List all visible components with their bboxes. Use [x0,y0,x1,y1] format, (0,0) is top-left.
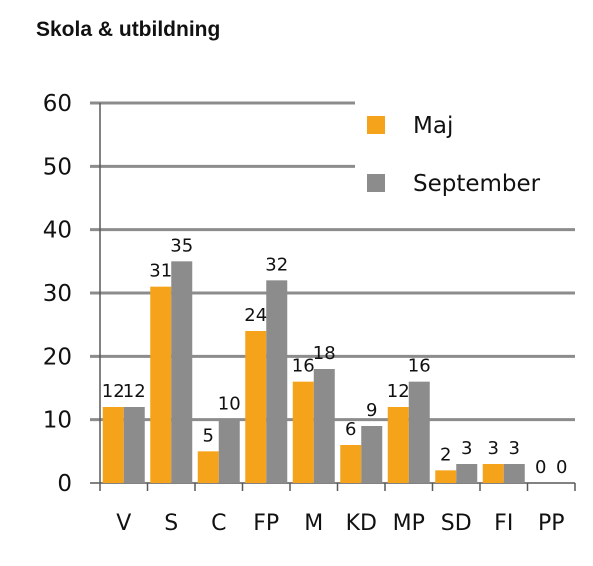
bar-september [171,261,193,483]
legend-label: September [413,171,541,197]
x-category-label: MP [393,511,425,536]
data-label: 16 [408,356,431,377]
bar-september [218,419,240,483]
legend-swatch-maj [367,116,385,134]
bar-maj [150,286,172,483]
bar-maj [387,407,409,483]
chart-title: Skola & utbildning [36,18,221,41]
data-label: 0 [535,457,546,478]
data-label: 12 [387,381,410,402]
data-label: 6 [345,419,356,440]
x-category-label: FP [253,511,279,536]
data-label: 10 [218,394,241,415]
legend-swatch-september [367,174,385,192]
data-label: 0 [556,457,567,478]
data-label: 9 [366,400,377,421]
bar-september [361,426,383,483]
bar-maj [340,445,362,483]
y-tick-label: 50 [43,154,72,180]
x-category-label: FI [494,511,513,536]
data-label: 16 [292,356,315,377]
y-tick-label: 20 [43,344,72,370]
data-label: 12 [123,381,146,402]
legend-label: Maj [413,113,453,139]
data-label: 2 [440,444,451,465]
bar-maj [102,407,124,483]
bars [102,261,525,483]
bar-september [123,407,145,483]
legend-box [355,96,575,216]
legend: Maj September [355,96,575,216]
y-tick-label: 0 [57,471,72,497]
bar-maj [482,464,504,483]
bar-maj [292,381,314,483]
y-tick-label: 60 [43,91,72,117]
data-label: 32 [265,254,288,275]
bar-september [503,464,525,483]
data-label: 3 [461,438,472,459]
data-label: 3 [509,438,520,459]
bar-september [313,369,335,483]
x-category-label: SD [441,511,472,536]
y-tick-label: 40 [43,218,72,244]
x-category-label: PP [538,511,565,536]
data-label: 31 [149,261,172,282]
data-label: 18 [313,343,336,364]
x-category-label: KD [346,511,377,536]
x-category-label: V [116,511,131,536]
x-category-label: S [164,511,178,536]
bar-september [266,280,288,483]
bar-september [456,464,478,483]
data-label: 12 [102,381,125,402]
data-label: 24 [244,305,267,326]
x-category-label: C [211,511,226,536]
data-label: 5 [203,425,214,446]
x-category-label: M [304,511,323,536]
data-label: 35 [170,235,193,256]
bar-maj [245,331,267,483]
y-tick-label: 30 [43,281,72,307]
bar-maj [197,451,219,483]
bar-maj [435,470,457,483]
y-tick-label: 10 [43,408,72,434]
data-label: 3 [488,438,499,459]
bar-september [408,381,430,483]
